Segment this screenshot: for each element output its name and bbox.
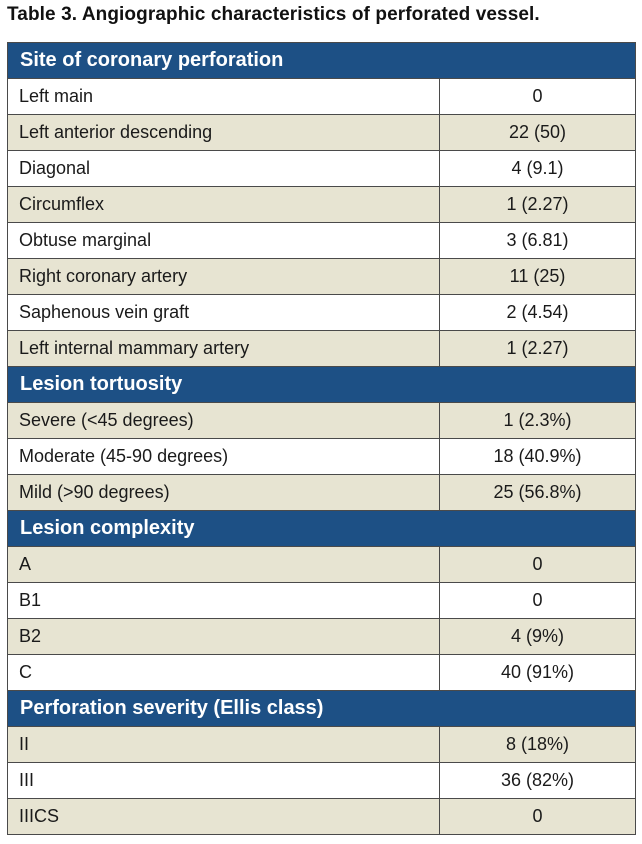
table-row: Left main 0 bbox=[7, 79, 636, 115]
table-row: Circumflex 1 (2.27) bbox=[7, 187, 636, 223]
table-row: Obtuse marginal 3 (6.81) bbox=[7, 223, 636, 259]
section-header-site: Site of coronary perforation bbox=[7, 43, 636, 79]
row-label: II bbox=[8, 727, 440, 762]
table-row: Saphenous vein graft 2 (4.54) bbox=[7, 295, 636, 331]
row-label: III bbox=[8, 763, 440, 798]
row-value: 8 (18%) bbox=[505, 734, 570, 754]
table-row: Moderate (45-90 degrees) 18 (40.9%) bbox=[7, 439, 636, 475]
row-value: 1 (2.27) bbox=[506, 338, 569, 358]
table-row: Mild (>90 degrees) 25 (56.8%) bbox=[7, 475, 636, 511]
data-table: Site of coronary perforation Left main 0… bbox=[7, 42, 636, 835]
row-value: 11 (25) bbox=[509, 266, 566, 286]
row-value: 4 (9.1) bbox=[511, 158, 564, 178]
row-label: Saphenous vein graft bbox=[8, 295, 440, 330]
row-label: B2 bbox=[8, 619, 440, 654]
row-value: 1 (2.27) bbox=[506, 194, 569, 214]
section-header-ellis: Perforation severity (Ellis class) bbox=[7, 691, 636, 727]
row-value: 1 (2.3%) bbox=[503, 410, 572, 430]
table-row: Severe (<45 degrees) 1 (2.3%) bbox=[7, 403, 636, 439]
row-value: 0 bbox=[532, 806, 543, 826]
table-row: B1 0 bbox=[7, 583, 636, 619]
row-label: Circumflex bbox=[8, 187, 440, 222]
table-row: II 8 (18%) bbox=[7, 727, 636, 763]
row-label: Left anterior descending bbox=[8, 115, 440, 150]
row-label: C bbox=[8, 655, 440, 690]
table-row: C 40 (91%) bbox=[7, 655, 636, 691]
row-value: 25 (56.8%) bbox=[493, 482, 582, 502]
row-value: 4 (9%) bbox=[510, 626, 564, 646]
row-label: Right coronary artery bbox=[8, 259, 440, 294]
table-row: Left anterior descending 22 (50) bbox=[7, 115, 636, 151]
row-label: Left main bbox=[8, 79, 440, 114]
row-label: Severe (<45 degrees) bbox=[8, 403, 440, 438]
table-row: B2 4 (9%) bbox=[7, 619, 636, 655]
row-value: 3 (6.81) bbox=[506, 230, 569, 250]
row-label: Moderate (45-90 degrees) bbox=[8, 439, 440, 474]
row-label: Diagonal bbox=[8, 151, 440, 186]
table-row: IIICS 0 bbox=[7, 799, 636, 835]
row-label: IIICS bbox=[8, 799, 440, 834]
table-row: Right coronary artery 11 (25) bbox=[7, 259, 636, 295]
row-value: 0 bbox=[532, 590, 543, 610]
row-value: 36 (82%) bbox=[500, 770, 575, 790]
row-value: 18 (40.9%) bbox=[493, 446, 582, 466]
row-value: 2 (4.54) bbox=[506, 302, 569, 322]
row-label: Mild (>90 degrees) bbox=[8, 475, 440, 510]
row-value: 0 bbox=[532, 554, 543, 574]
row-value: 0 bbox=[532, 86, 543, 106]
row-label: Obtuse marginal bbox=[8, 223, 440, 258]
row-value: 22 (50) bbox=[508, 122, 567, 142]
table-row: Diagonal 4 (9.1) bbox=[7, 151, 636, 187]
row-label: A bbox=[8, 547, 440, 582]
row-label: B1 bbox=[8, 583, 440, 618]
table-caption: Table 3. Angiographic characteristics of… bbox=[7, 4, 540, 25]
row-label: Left internal mammary artery bbox=[8, 331, 440, 366]
section-header-complexity: Lesion complexity bbox=[7, 511, 636, 547]
row-value: 40 (91%) bbox=[500, 662, 575, 682]
table-row: Left internal mammary artery 1 (2.27) bbox=[7, 331, 636, 367]
table-row: III 36 (82%) bbox=[7, 763, 636, 799]
section-header-tortuosity: Lesion tortuosity bbox=[7, 367, 636, 403]
table-row: A 0 bbox=[7, 547, 636, 583]
